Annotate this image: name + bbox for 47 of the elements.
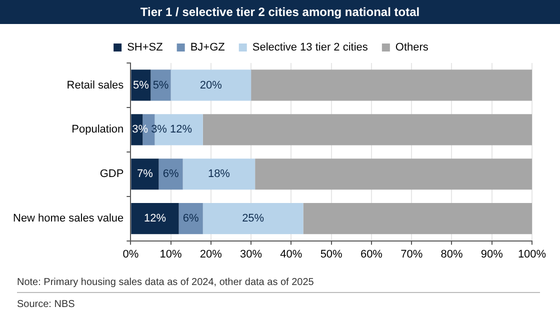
bar xyxy=(131,203,179,234)
data-label: 20% xyxy=(200,79,222,92)
data-label: 5% xyxy=(133,79,150,92)
bar xyxy=(251,70,532,101)
y-tick-label: New home sales value xyxy=(12,212,124,225)
x-tick-label: 20% xyxy=(200,248,222,260)
x-tick-label: 30% xyxy=(240,248,262,260)
source-note: Source: NBS xyxy=(17,299,75,310)
chart-title: Tier 1 / selective tier 2 cities among national total xyxy=(0,0,560,24)
bar xyxy=(202,114,532,146)
bar xyxy=(178,203,203,234)
y-tick-label: Retail sales xyxy=(66,79,124,92)
data-label: 12% xyxy=(170,124,192,136)
data-label: 3% xyxy=(151,124,168,136)
data-label: 25% xyxy=(242,212,264,225)
data-label: 3% xyxy=(132,124,148,136)
x-tick-label: 60% xyxy=(360,248,383,260)
bar xyxy=(255,158,532,190)
bar xyxy=(150,70,171,101)
data-label: 12% xyxy=(144,212,166,225)
x-tick-label: 90% xyxy=(480,248,504,260)
data-label: 7% xyxy=(137,168,154,180)
x-tick-label: 100% xyxy=(518,248,546,260)
legend-label: BJ+GZ xyxy=(190,42,226,54)
data-label: 6% xyxy=(162,168,179,180)
legend-label: SH+SZ xyxy=(127,42,164,54)
bar xyxy=(158,158,183,190)
x-tick-label: 80% xyxy=(440,248,463,260)
x-tick-label: 70% xyxy=(400,248,423,260)
y-tick-label: GDP xyxy=(100,168,124,180)
x-tick-label: 40% xyxy=(280,248,302,260)
legend-label: Others xyxy=(395,42,429,54)
bar xyxy=(170,70,252,101)
data-label: 6% xyxy=(182,212,200,225)
x-tick-label: 10% xyxy=(160,248,182,260)
legend-label: Selective 13 tier 2 cities xyxy=(252,42,368,54)
x-tick-label: 0% xyxy=(122,248,139,260)
bar xyxy=(202,203,304,234)
data-label: 5% xyxy=(152,79,169,92)
x-tick-label: 50% xyxy=(320,248,343,260)
y-tick-label: Population xyxy=(72,124,124,136)
text: Note: Primary housing sales data as of 2024, other data as of 2025 xyxy=(17,277,314,288)
data-label: 18% xyxy=(208,168,230,180)
bar xyxy=(131,70,151,101)
bar xyxy=(131,158,159,190)
bar xyxy=(182,158,256,190)
bar xyxy=(303,203,532,234)
